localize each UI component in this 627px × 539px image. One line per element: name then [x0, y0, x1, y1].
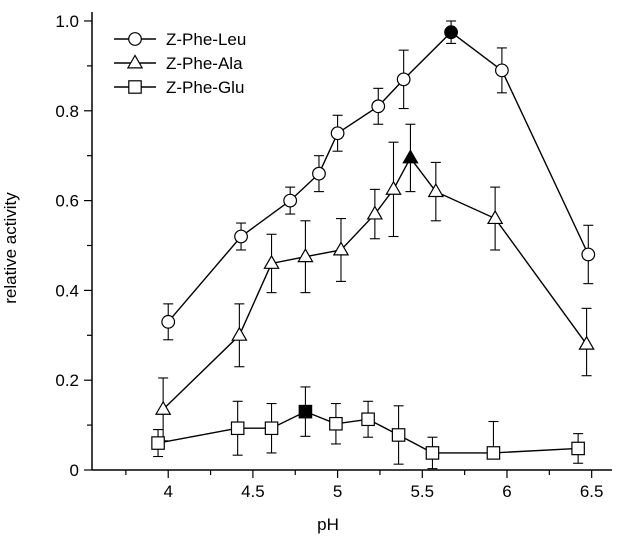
axes: 4 4.5 5 5.5 6 6.5 0 0.2 0.4 0.6 0.8 1.0: [55, 12, 612, 501]
data-point-circle: [283, 193, 298, 208]
data-point-triangle: [578, 335, 595, 350]
data-point-square: [151, 436, 165, 450]
legend-label: Z-Phe-Ala: [166, 54, 243, 73]
x-tick-label: 4.5: [241, 482, 265, 501]
legend-item: Z-Phe-Glu: [114, 78, 244, 97]
data-point-triangle: [366, 205, 384, 220]
data-point-circle: [495, 63, 509, 78]
legend-marker-square: [128, 80, 142, 94]
x-tick-label: 6: [502, 482, 511, 501]
y-tick-label: 1.0: [55, 12, 79, 31]
legend-marker-circle: [128, 32, 142, 46]
y-tick-label: 0.4: [55, 281, 79, 300]
legend-item: Z-Phe-Leu: [114, 30, 246, 49]
data-point-square: [264, 421, 279, 436]
series-line: [157, 410, 579, 454]
data-point-triangle: [402, 149, 419, 164]
legend-item: Z-Phe-Ala: [114, 54, 243, 73]
data-point-square: [425, 446, 440, 460]
data-point-triangle: [332, 241, 350, 256]
series-triangle: [154, 123, 595, 442]
data-point-circle: [396, 72, 411, 87]
data-point-circle: [234, 229, 248, 244]
data-point-square: [230, 421, 245, 436]
data-point-square: [298, 404, 313, 419]
y-tick-label: 0: [70, 461, 79, 480]
data-point-square: [361, 412, 375, 427]
data-point-triangle: [154, 400, 172, 415]
y-tick-label: 0.8: [55, 102, 79, 121]
series-line: [167, 31, 589, 323]
y-axis-title: relative activity: [1, 192, 20, 304]
series-square: [151, 386, 585, 470]
data-point-triangle: [263, 254, 280, 269]
legend-label: Z-Phe-Glu: [166, 78, 244, 97]
data-point-square: [571, 441, 585, 456]
x-tick-label: 6.5: [580, 482, 604, 501]
data-point-square: [391, 428, 406, 442]
legend-label: Z-Phe-Leu: [166, 30, 246, 49]
legend-marker-triangle: [126, 54, 144, 69]
data-point-square: [486, 446, 501, 460]
series-circle: [161, 20, 596, 341]
x-tick-label: 5.5: [410, 482, 434, 501]
data-point-triangle: [427, 182, 445, 198]
data-point-circle: [161, 314, 176, 329]
data-point-triangle: [231, 326, 248, 341]
data-point-circle: [581, 247, 596, 262]
x-axis-title: pH: [317, 515, 339, 534]
data-point-circle: [444, 25, 458, 40]
data-point-triangle: [486, 209, 504, 225]
y-tick-label: 0.2: [55, 371, 79, 390]
data-point-triangle: [385, 180, 402, 195]
series-layer: [151, 20, 596, 470]
data-point-circle: [371, 99, 386, 114]
data-point-square: [329, 416, 343, 431]
y-tick-label: 0.6: [55, 192, 79, 211]
legend: Z-Phe-Leu Z-Phe-Ala Z-Phe-Glu: [114, 30, 246, 97]
x-tick-label: 5: [333, 482, 342, 501]
data-point-triangle: [297, 248, 314, 263]
x-tick-label: 4: [163, 482, 172, 501]
data-point-circle: [312, 166, 326, 181]
data-point-circle: [330, 126, 345, 141]
